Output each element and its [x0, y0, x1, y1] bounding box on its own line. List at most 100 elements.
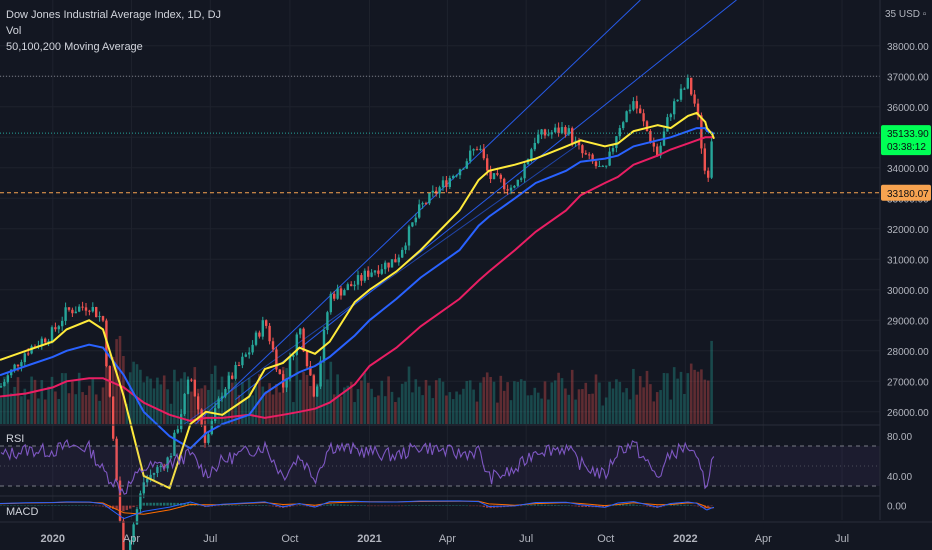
candle-body	[64, 307, 67, 321]
macd-histogram-bar	[295, 505, 298, 507]
volume-bar	[261, 386, 265, 424]
macd-histogram-bar	[421, 505, 424, 506]
macd-histogram-bar	[469, 505, 472, 507]
candle-body	[598, 166, 601, 168]
macd-histogram-bar	[95, 505, 98, 507]
candle-body	[78, 306, 81, 312]
price-tick: 27000.00	[887, 377, 929, 388]
candle-body	[669, 114, 672, 118]
macd-histogram-bar	[458, 505, 462, 506]
candle-body	[183, 393, 186, 415]
volume-bar	[332, 394, 336, 424]
macd-histogram-bar	[44, 505, 47, 506]
candle-body	[390, 259, 394, 268]
macd-histogram-bar	[394, 505, 397, 507]
volume-bar	[411, 392, 414, 424]
candle-body	[333, 293, 336, 299]
candle-body	[146, 478, 149, 483]
volume-bar	[557, 372, 560, 424]
volume-bar	[407, 366, 411, 424]
trend-line	[235, 0, 737, 400]
candle-body	[458, 169, 462, 176]
symbol-title[interactable]: Dow Jones Industrial Average Index, 1D, …	[6, 9, 222, 21]
trend-channel[interactable]	[184, 0, 737, 425]
volume-bar	[523, 380, 526, 424]
macd-histogram-bar	[122, 505, 125, 512]
candle-body	[591, 154, 594, 162]
price-axis-top-label: 35 USD ▫	[885, 9, 926, 20]
volume-legend[interactable]: Vol	[6, 25, 22, 37]
macd-histogram-bar	[639, 505, 642, 506]
candle-body	[278, 369, 281, 375]
macd-histogram-bar	[118, 505, 122, 511]
candle-body	[380, 269, 383, 274]
candle-body	[27, 353, 30, 355]
candle-body	[329, 293, 332, 313]
volume-bar	[462, 388, 465, 424]
macd-histogram-bar	[625, 504, 628, 506]
macd-histogram-bar	[622, 504, 625, 506]
trend-line	[184, 142, 581, 425]
candle-body	[176, 429, 179, 433]
time-tick: 2020	[41, 533, 65, 545]
volume-bar	[475, 401, 479, 424]
macd-histogram-bar	[401, 505, 404, 507]
candle-body	[492, 173, 496, 180]
macd-histogram-bar	[377, 505, 380, 507]
macd-histogram-bar	[577, 505, 581, 507]
macd-histogram-bar	[666, 505, 669, 506]
macd-histogram-bar	[135, 505, 139, 507]
countdown-value: 03:38:12	[887, 142, 926, 153]
volume-bar	[156, 377, 159, 424]
candle-body	[475, 149, 479, 151]
volume-bar	[94, 394, 98, 424]
macd-histogram-bar	[669, 504, 672, 506]
candle-body	[428, 192, 431, 204]
volume-bar	[47, 386, 50, 424]
ma-legend[interactable]: 50,100,200 Moving Average	[6, 41, 143, 53]
volume-bar	[400, 383, 404, 424]
macd-label[interactable]: MACD	[6, 506, 39, 518]
macd-histogram-bar	[50, 505, 54, 506]
time-tick: Apr	[755, 533, 772, 545]
candle-body	[394, 259, 397, 263]
macd-histogram-bar	[47, 505, 50, 506]
rsi-label[interactable]: RSI	[6, 433, 25, 445]
price-tick: 37000.00	[887, 72, 929, 83]
time-tick: Jul	[203, 533, 217, 545]
rsi-tick: 40.00	[887, 472, 912, 483]
candle-body	[632, 101, 635, 110]
volume-bar	[591, 393, 594, 424]
volume-bar	[638, 376, 642, 424]
candle-body	[696, 103, 700, 116]
volume-bar	[203, 385, 207, 424]
level-value: 33180.07	[887, 189, 929, 200]
macd-histogram-bar	[254, 505, 258, 506]
macd-histogram-bar	[567, 505, 570, 507]
candle-body	[373, 270, 377, 273]
volume-bar	[363, 372, 367, 424]
macd-histogram-bar	[367, 505, 370, 507]
candle-body	[305, 351, 309, 367]
macd-histogram-bar	[84, 505, 88, 506]
candle-body	[40, 338, 43, 346]
macd-histogram-bar	[479, 505, 482, 507]
volume-bar	[101, 387, 105, 424]
candle-body	[135, 509, 139, 525]
macd-histogram-bar	[462, 505, 465, 506]
volume-bar	[67, 393, 71, 424]
rsi-pane	[0, 424, 880, 495]
candle-body	[639, 108, 642, 114]
macd-histogram-bar	[71, 505, 74, 506]
candle-body	[309, 366, 312, 376]
macd-histogram-bar	[373, 505, 377, 507]
volume-bar	[404, 381, 407, 424]
candle-body	[302, 328, 305, 352]
macd-histogram-bar	[404, 505, 407, 507]
macd-histogram-bar	[618, 504, 621, 506]
candle-body	[448, 178, 451, 187]
macd-histogram-bar	[441, 505, 445, 506]
candle-body	[703, 148, 706, 171]
macd-line	[0, 500, 715, 520]
